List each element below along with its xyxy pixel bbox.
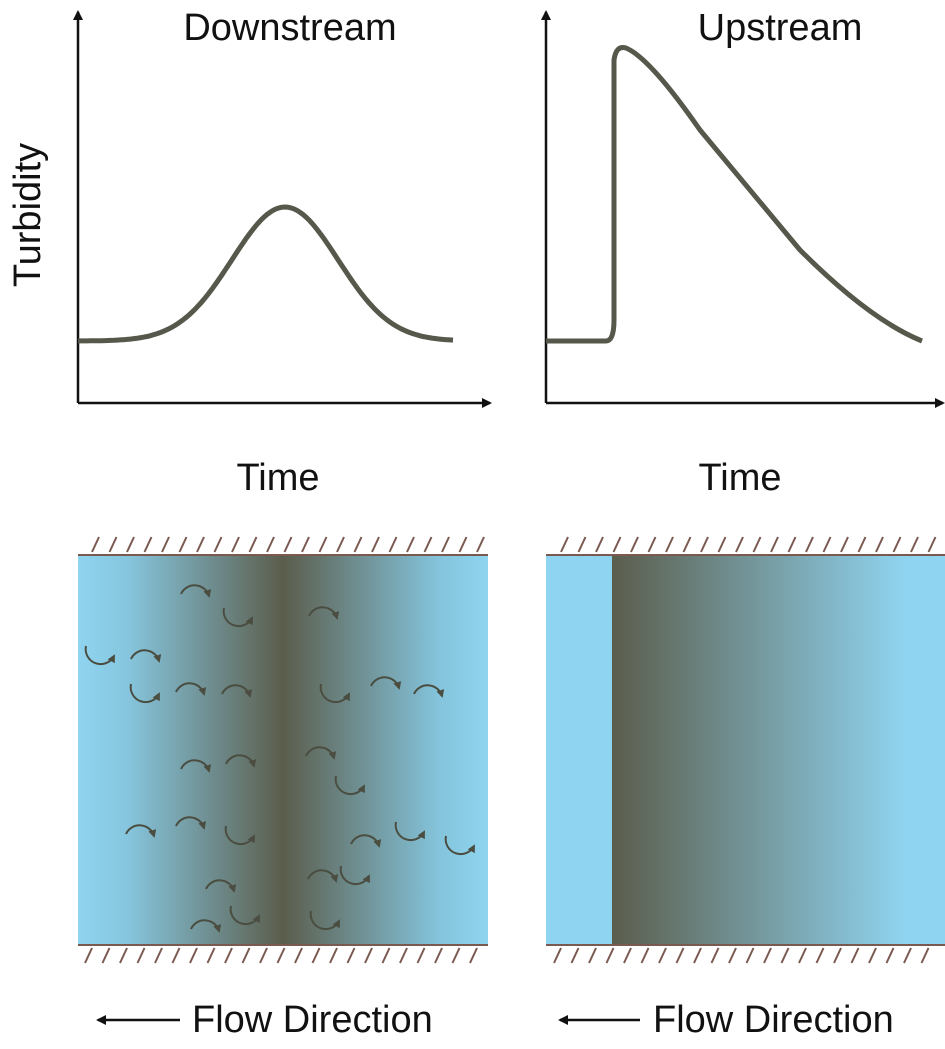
y-axis-label: Turbidity: [7, 143, 49, 287]
flow-label: Flow Direction: [192, 999, 433, 1041]
pipe-section: [78, 555, 488, 945]
panel-title: Downstream: [183, 7, 396, 49]
axes: [73, 10, 945, 408]
panel-title: Upstream: [698, 7, 863, 49]
flow-label: Flow Direction: [653, 999, 894, 1041]
turbidity-curve: [546, 45, 923, 344]
eddies: [84, 584, 475, 933]
x-axis-label: Time: [698, 457, 781, 499]
pipe-walls: [78, 536, 945, 964]
turbidity-curve: [78, 204, 454, 344]
x-axis-label: Time: [236, 457, 319, 499]
turbid-plug: [612, 555, 945, 945]
